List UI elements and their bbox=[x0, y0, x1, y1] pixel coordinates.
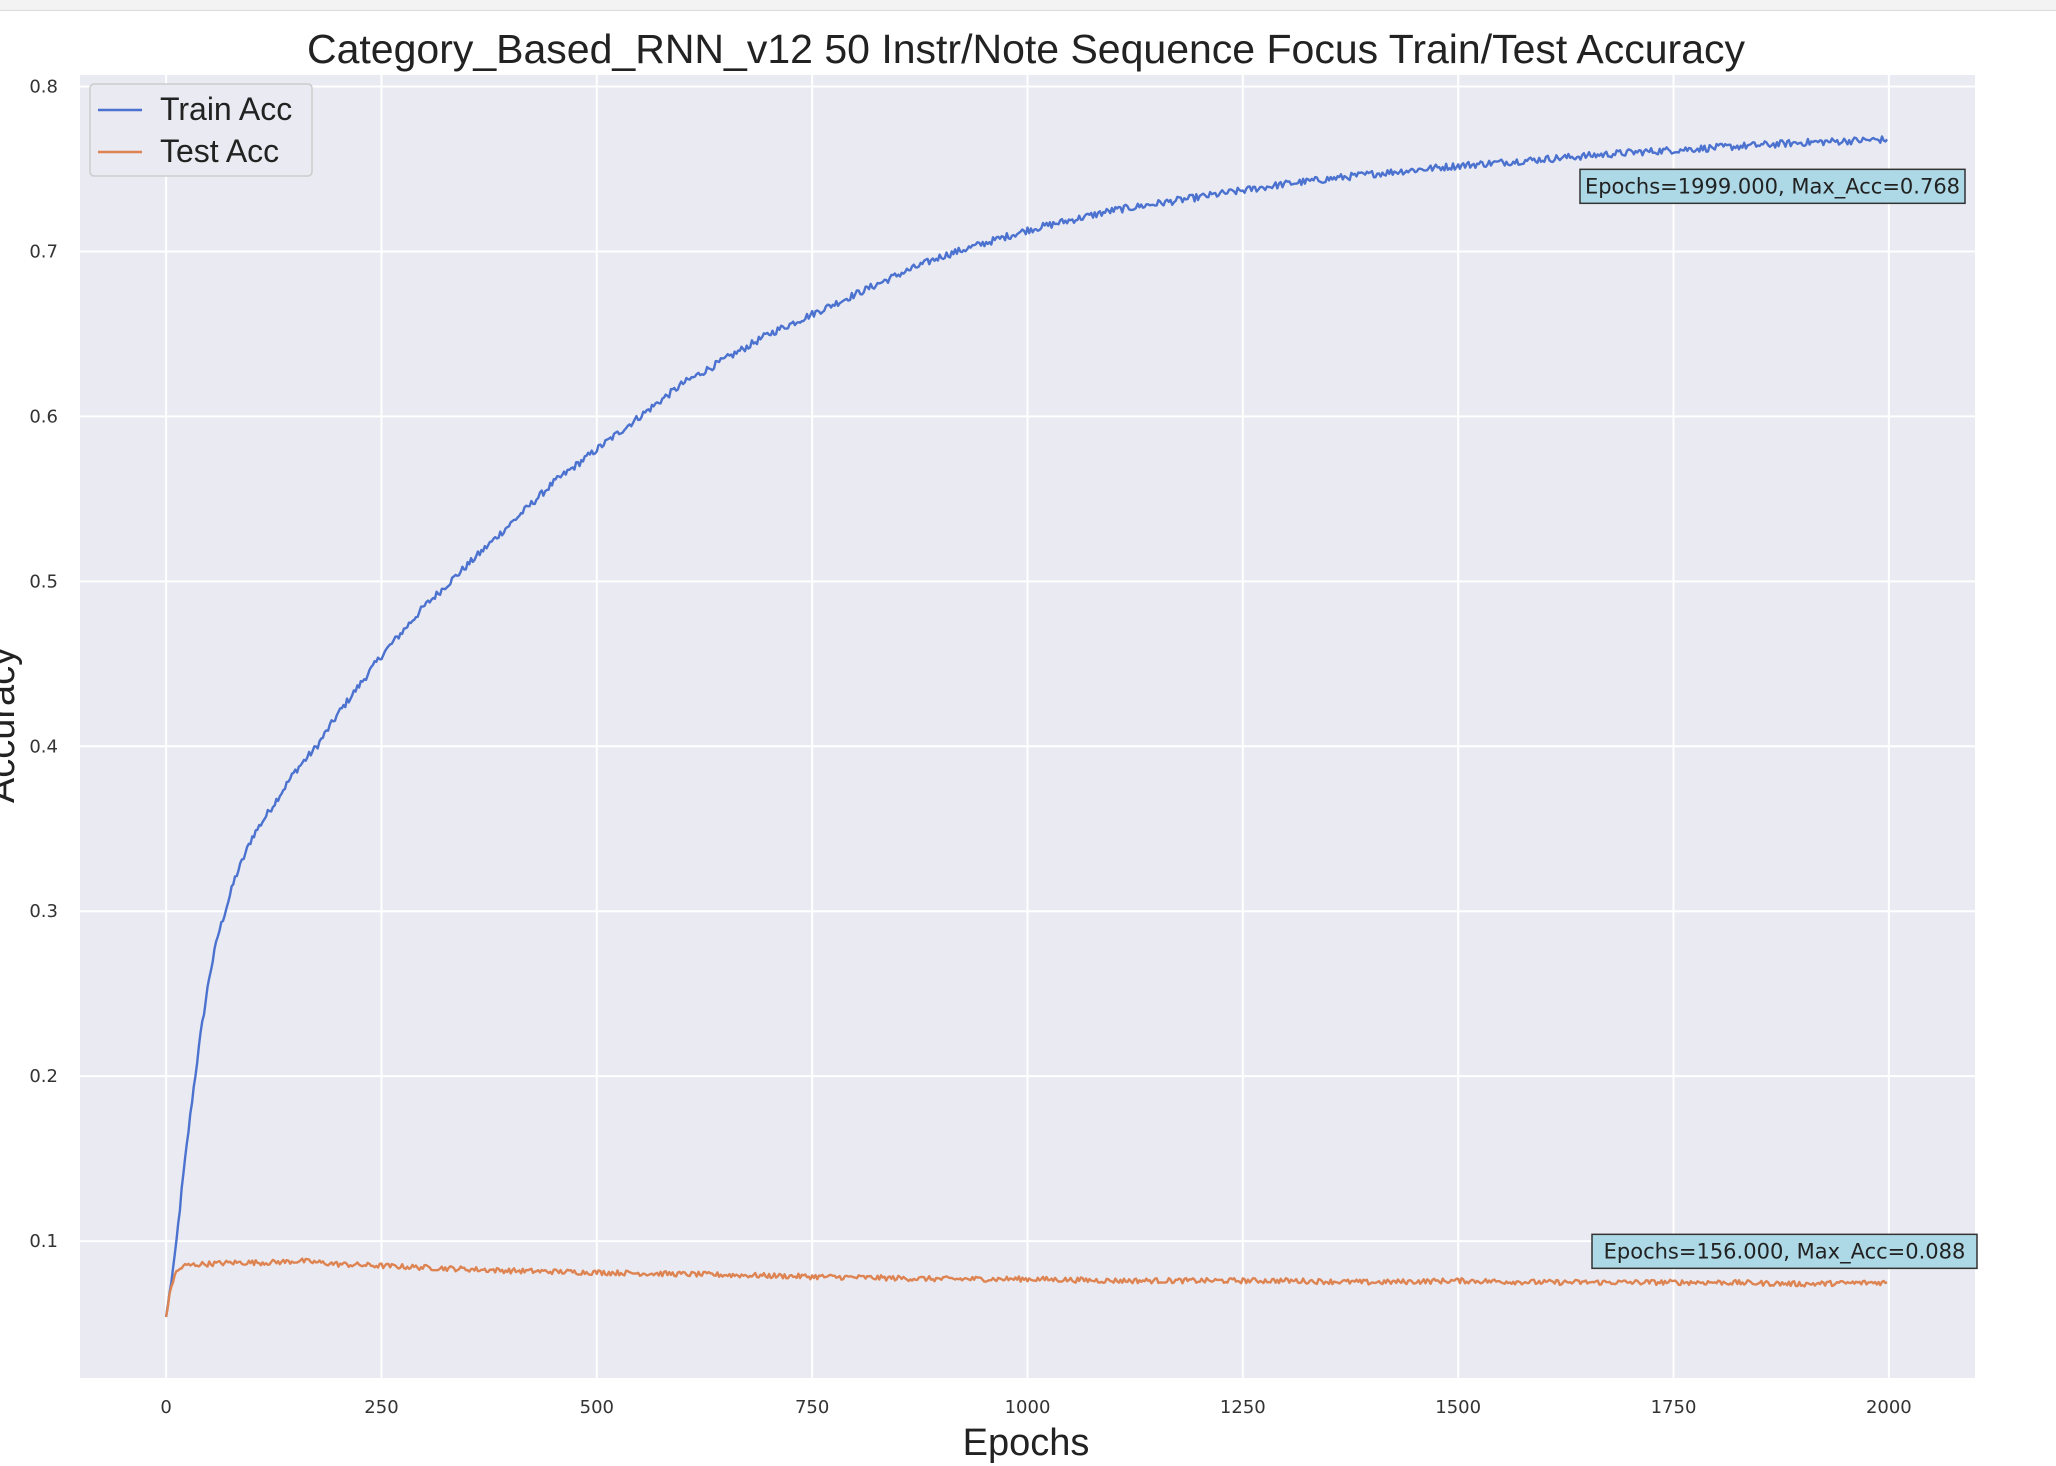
legend: Train Acc Test Acc bbox=[89, 83, 313, 177]
y-tick-label: 0.1 bbox=[29, 1231, 58, 1252]
legend-box bbox=[89, 83, 313, 177]
tick-labels: 0 250 500 750 1000 1250 1500 1750 2000 0.1 0.2 0.3 0… bbox=[29, 77, 1911, 1418]
series-lines bbox=[164, 135, 1889, 1318]
chart-title: Category_Based_RNN_v12 50 Instr/Note Seq… bbox=[307, 26, 1746, 72]
x-tick-label: 0 bbox=[160, 1397, 171, 1418]
y-tick-label: 0.2 bbox=[29, 1066, 58, 1087]
x-tick-label: 1750 bbox=[1651, 1397, 1697, 1418]
y-tick-label: 0.3 bbox=[29, 901, 58, 922]
x-tick-label: 1500 bbox=[1435, 1397, 1481, 1418]
y-axis-label: Accuracy bbox=[0, 647, 23, 803]
x-tick-label: 500 bbox=[580, 1397, 614, 1418]
window-top-bar bbox=[0, 0, 2056, 11]
x-tick-label: 1250 bbox=[1220, 1397, 1266, 1418]
y-tick-label: 0.4 bbox=[29, 736, 58, 757]
x-tick-label: 250 bbox=[364, 1397, 398, 1418]
y-tick-label: 0.5 bbox=[29, 571, 58, 592]
y-tick-label: 0.8 bbox=[29, 77, 58, 98]
x-axis-label: Epochs bbox=[963, 1422, 1090, 1464]
annotations: Epochs=1999.000, Max_Acc=0.768 Epochs=156… bbox=[1579, 168, 1978, 1270]
y-tick-label: 0.6 bbox=[29, 406, 58, 427]
annotation-box bbox=[1579, 168, 1966, 205]
annotation-box bbox=[1591, 1233, 1978, 1270]
x-tick-label: 1000 bbox=[1005, 1397, 1051, 1418]
x-tick-label: 2000 bbox=[1866, 1397, 1912, 1418]
x-tick-label: 750 bbox=[795, 1397, 829, 1418]
y-tick-label: 0.7 bbox=[29, 241, 58, 262]
series-line-test-acc bbox=[164, 1257, 1888, 1318]
annotation-label: Epochs=1999.000, Max_Acc=0.768 bbox=[1585, 174, 1960, 199]
series-line-train-acc bbox=[164, 135, 1889, 1318]
annotation-label: Epochs=156.000, Max_Acc=0.088 bbox=[1604, 1239, 1966, 1264]
legend-label-train-acc: Train Acc bbox=[160, 91, 292, 127]
legend-label-test-acc: Test Acc bbox=[160, 133, 279, 169]
